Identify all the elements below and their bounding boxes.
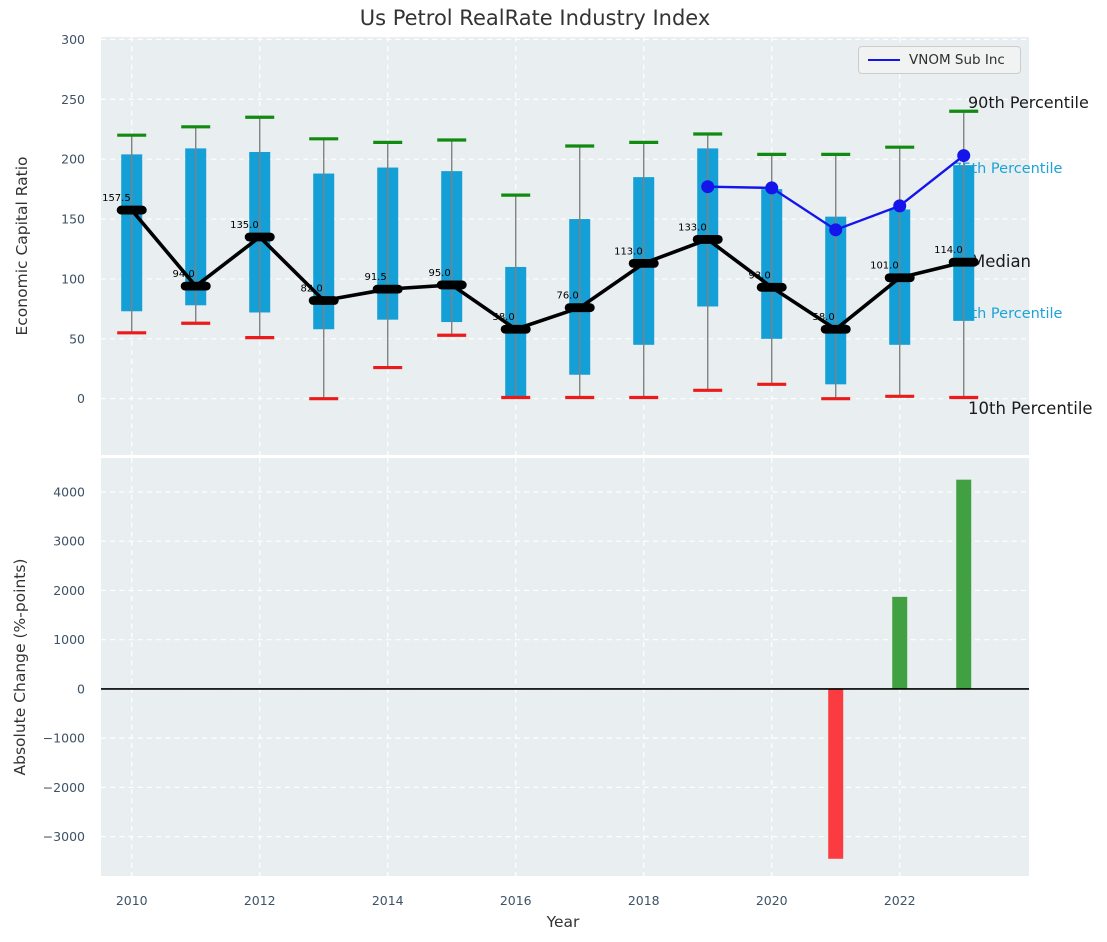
- vnom-point-2022: [893, 199, 907, 213]
- y-axis-label-bottom: Absolute Change (%-points): [11, 558, 29, 776]
- y-tick-label: 0: [77, 681, 85, 696]
- legend: VNOM Sub Inc: [858, 46, 1021, 74]
- y-tick-label: 50: [69, 331, 85, 346]
- median-value-label-2017: 76.0: [556, 291, 578, 302]
- x-tick-label: 2010: [116, 893, 148, 908]
- x-tick-label: 2018: [628, 893, 660, 908]
- y-tick-label: 2000: [53, 583, 85, 598]
- annotation-10th-percentile: 10th Percentile: [968, 399, 1093, 418]
- median-value-label-2015: 95.0: [428, 268, 450, 279]
- median-value-label-2018: 113.0: [614, 246, 643, 257]
- median-marker-2010: [116, 205, 147, 215]
- annotation-90th-percentile: 90th Percentile: [968, 93, 1089, 112]
- x-tick-label: 2014: [372, 893, 404, 908]
- y-tick-label: 0: [77, 391, 85, 406]
- y-tick-label: 250: [61, 92, 85, 107]
- vnom-point-2021: [829, 223, 843, 237]
- change-bar-2022: [892, 596, 908, 689]
- median-value-label-2012: 135.0: [230, 220, 259, 231]
- median-marker-2019: [692, 235, 723, 244]
- y-tick-label: 200: [61, 152, 85, 167]
- median-value-label-2019: 133.0: [678, 222, 707, 233]
- y-tick-label: 3000: [53, 534, 85, 549]
- vnom-point-2023: [957, 149, 971, 163]
- change-bar-2023: [956, 479, 972, 689]
- vnom-point-2019: [701, 180, 715, 194]
- x-tick-label: 2022: [884, 893, 916, 908]
- y-tick-label: −3000: [43, 829, 85, 844]
- y-axis-label-top: Economic Capital Ratio: [13, 156, 31, 336]
- x-axis-label: Year: [546, 913, 580, 931]
- legend-label: VNOM Sub Inc: [909, 52, 1005, 68]
- median-marker-2012: [244, 232, 275, 242]
- y-tick-label: 150: [61, 212, 85, 227]
- median-marker-2014: [372, 284, 403, 294]
- y-tick-label: −2000: [43, 780, 85, 795]
- median-value-label-2021: 58.0: [812, 312, 834, 323]
- median-marker-2015: [436, 280, 467, 290]
- x-tick-label: 2016: [500, 893, 532, 908]
- median-value-label-2022: 101.0: [870, 261, 899, 272]
- plot-background: [101, 458, 1029, 876]
- change-bar-2021: [828, 688, 844, 859]
- annotation-25th-percentile: 25th Percentile: [953, 306, 1063, 322]
- annotation-median: Median: [971, 252, 1031, 271]
- median-value-label-2014: 91.5: [364, 272, 386, 283]
- median-value-label-2020: 93.0: [748, 270, 770, 281]
- median-marker-2017: [564, 303, 595, 313]
- y-tick-label: 100: [61, 271, 85, 286]
- y-tick-label: 1000: [53, 632, 85, 647]
- median-line: [130, 208, 965, 332]
- median-marker-2022: [884, 273, 915, 283]
- y-tick-label: 4000: [53, 484, 85, 499]
- median-value-label-2013: 82.0: [300, 283, 322, 294]
- legend-line-sample: [868, 59, 900, 61]
- median-marker-2018: [628, 258, 659, 268]
- median-value-label-2010: 157.5: [102, 193, 131, 204]
- median-marker-2013: [308, 296, 339, 305]
- median-marker-2011: [180, 281, 211, 291]
- x-tick-label: 2020: [756, 893, 788, 908]
- vnom-point-2020: [765, 181, 779, 195]
- median-marker-2021: [820, 324, 851, 334]
- median-marker-2020: [756, 282, 787, 292]
- y-tick-label: −1000: [43, 731, 85, 746]
- median-value-label-2023: 114.0: [934, 245, 963, 256]
- annotation-75th-percentile: 75th Percentile: [953, 161, 1063, 177]
- x-tick-label: 2012: [244, 893, 276, 908]
- median-value-label-2011: 94.0: [172, 269, 194, 280]
- median-marker-2016: [500, 324, 531, 334]
- median-value-label-2016: 58.0: [492, 312, 514, 323]
- y-tick-label: 300: [61, 32, 85, 47]
- median-marker-2023: [948, 257, 979, 267]
- chart-title: Us Petrol RealRate Industry Index: [359, 6, 711, 30]
